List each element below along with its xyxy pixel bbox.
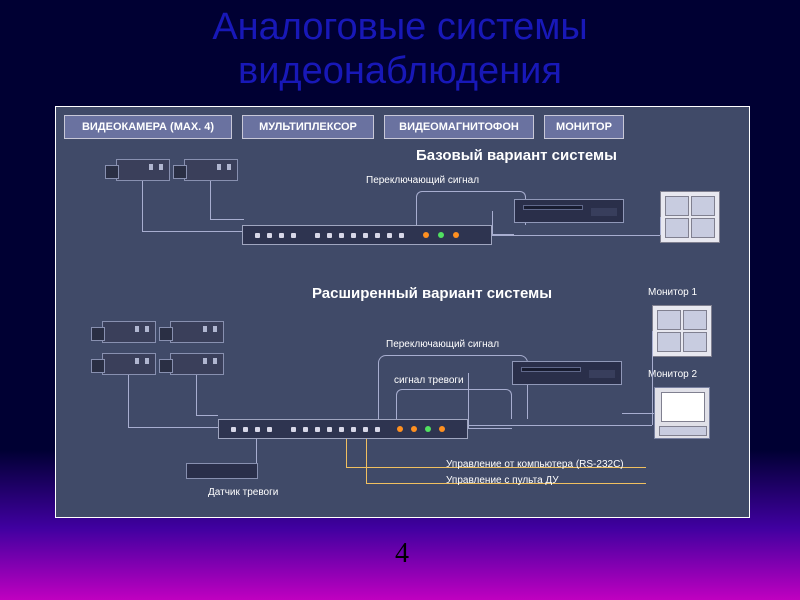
camera-icon [184,159,238,181]
camera-icon [170,353,224,375]
monitor-icon [652,305,712,357]
label-monitor-2: Монитор 2 [648,369,697,380]
multiplexer-icon [242,225,492,245]
multiplexer-icon [218,419,468,439]
camera-icon [116,159,170,181]
vcr-icon [514,199,624,223]
pc-monitor-icon [654,387,710,439]
label-monitor-1: Монитор 1 [648,287,697,298]
header-monitor: МОНИТОР [544,115,624,139]
label-remote: Управление с пульта ДУ [446,475,559,486]
header-mux: МУЛЬТИПЛЕКСОР [242,115,374,139]
diagram-frame: ВИДЕОКАМЕРА (МАХ. 4) МУЛЬТИПЛЕКСОР ВИДЕО… [55,106,750,518]
camera-icon [102,321,156,343]
header-vcr: ВИДЕОМАГНИТОФОН [384,115,534,139]
alarm-sensor-icon [186,463,258,479]
vcr-icon [512,361,622,385]
title-line-2: видеонаблюдения [238,50,562,92]
slide-title: Аналоговые системы видеонаблюдения [0,0,800,93]
page-number: 4 [395,538,409,570]
monitor-icon [660,191,720,243]
camera-icon [102,353,156,375]
header-row: ВИДЕОКАМЕРА (МАХ. 4) МУЛЬТИПЛЕКСОР ВИДЕО… [56,107,749,139]
section-basic-title: Базовый вариант системы [416,147,617,164]
label-switch-signal-1: Переключающий сигнал [366,175,479,186]
section-extended-title: Расширенный вариант системы [312,285,552,302]
label-alarm-sensor: Датчик тревоги [208,487,278,498]
camera-icon [170,321,224,343]
label-switch-signal-2: Переключающий сигнал [386,339,499,350]
header-camera: ВИДЕОКАМЕРА (МАХ. 4) [64,115,232,139]
title-line-1: Аналоговые системы [212,6,587,48]
label-rs232: Управление от компьютера (RS-232C) [446,459,624,470]
